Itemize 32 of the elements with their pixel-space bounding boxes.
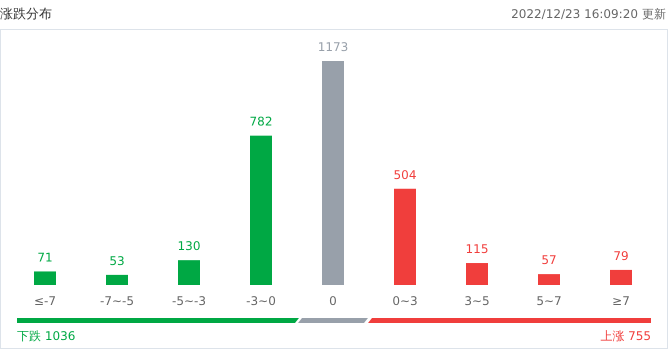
data-label: 782: [250, 114, 272, 129]
x-tick-label: 0~3: [392, 294, 418, 308]
bar: [250, 136, 272, 285]
bar: [106, 274, 128, 285]
x-tick-label: 3~5: [464, 294, 490, 308]
text: 2022/12/23 16:09:20: [511, 7, 638, 21]
chart-title: 涨跌分布: [0, 7, 52, 22]
bar: [322, 61, 344, 285]
data-label: 130: [178, 239, 200, 254]
text: 上涨 755: [600, 329, 651, 343]
x-tick-label: 0: [329, 294, 337, 308]
data-label: 115: [466, 242, 488, 256]
bar: [178, 260, 200, 285]
x-tick-label: 5~7: [536, 294, 562, 308]
data-label: 504: [394, 168, 416, 182]
data-label: 1173: [318, 40, 348, 54]
bar: [466, 263, 488, 285]
text: 下跌 1036: [17, 329, 76, 343]
bar: [394, 188, 416, 285]
x-tick-label: -3~0: [246, 294, 276, 308]
x-tick-label: -5~-3: [172, 294, 206, 308]
x-tick-label: ≥7: [612, 294, 630, 308]
data-label: 57: [541, 253, 557, 268]
data-label: 53: [109, 254, 125, 268]
data-label: 79: [613, 248, 629, 263]
bar: [538, 274, 560, 285]
x-tick-label: ≤-7: [34, 294, 56, 308]
text: 更新: [642, 7, 666, 21]
x-tick-label: -7~-5: [100, 294, 134, 308]
bar: [34, 271, 56, 285]
data-label: 71: [37, 250, 53, 264]
bar: [610, 270, 632, 285]
